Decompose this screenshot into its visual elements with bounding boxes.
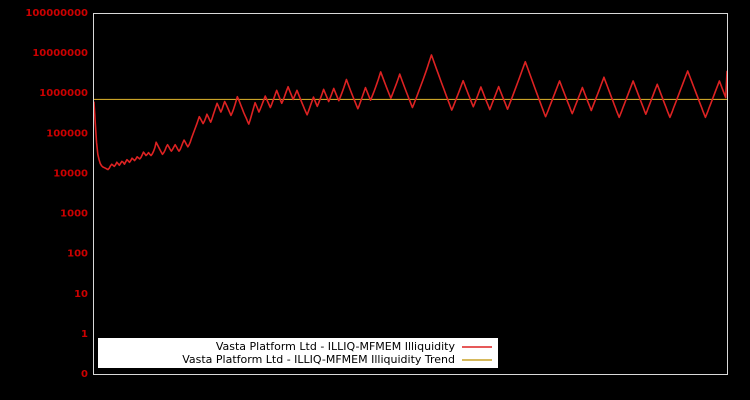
illiquidity-series-line	[94, 54, 727, 171]
y-tick-label: 100	[67, 249, 88, 260]
y-tick-label: 10000	[53, 168, 88, 179]
legend-background	[98, 338, 498, 368]
y-tick-label: 100000000	[25, 8, 88, 19]
chart-legend[interactable]: Vasta Platform Ltd - ILLIQ-MFMEM Illiqui…	[98, 338, 498, 368]
legend-label-illiquidity-trend: Vasta Platform Ltd - ILLIQ-MFMEM Illiqui…	[182, 353, 455, 366]
plot-area-border	[93, 13, 728, 375]
y-tick-label: 1000000	[39, 88, 88, 99]
y-tick-label: 10	[74, 289, 88, 300]
y-axis-tick-labels: 1000000001000000010000001000001000010001…	[25, 8, 88, 380]
y-tick-label: 10000000	[32, 48, 88, 59]
legend-label-illiquidity: Vasta Platform Ltd - ILLIQ-MFMEM Illiqui…	[216, 340, 456, 353]
y-tick-label: 1	[81, 329, 88, 340]
y-tick-label: 1000	[60, 209, 88, 220]
y-tick-label: 100000	[46, 128, 88, 139]
y-tick-label: 0	[81, 369, 88, 380]
